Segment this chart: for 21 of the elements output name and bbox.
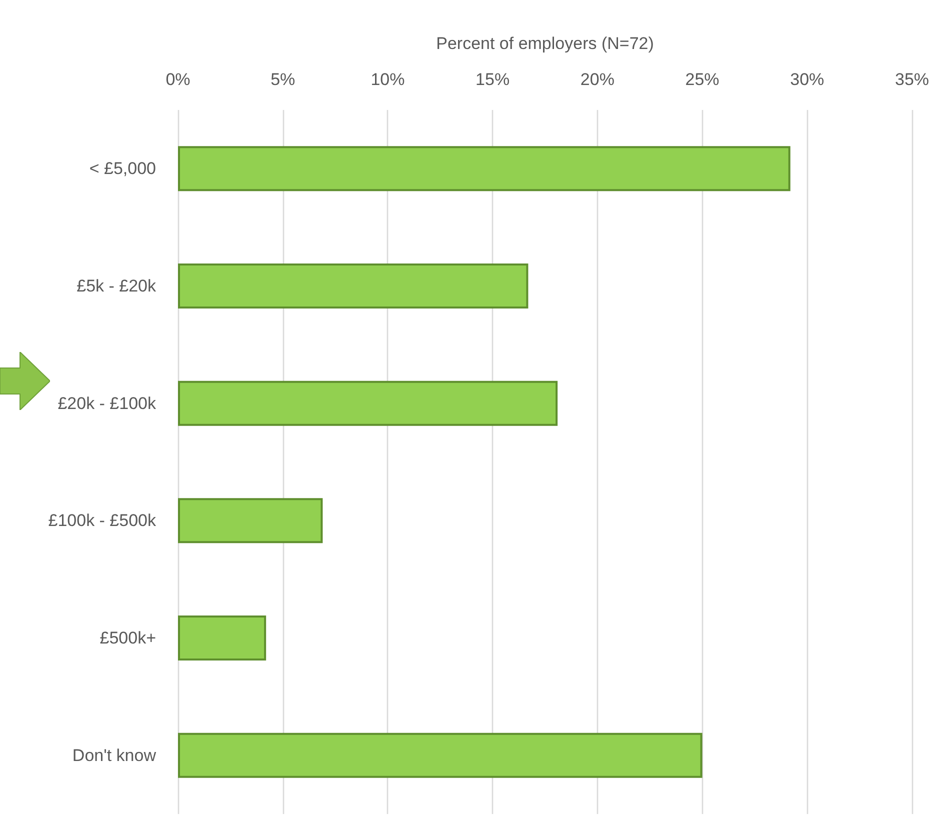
bar bbox=[178, 732, 702, 778]
x-tick-label: 5% bbox=[270, 70, 296, 89]
bar bbox=[178, 146, 790, 192]
x-tick-label: 10% bbox=[370, 70, 405, 89]
y-tick-label: £20k - £100k bbox=[58, 394, 156, 413]
y-tick-label: £5k - £20k bbox=[76, 276, 156, 296]
bar bbox=[178, 498, 323, 544]
x-tick-label: 25% bbox=[685, 70, 720, 89]
bar bbox=[178, 264, 528, 308]
y-tick-label: £100k - £500k bbox=[48, 511, 156, 530]
x-tick-label: 35% bbox=[894, 70, 930, 89]
bar bbox=[178, 380, 558, 426]
x-tick-label: 0% bbox=[166, 70, 190, 89]
x-axis-title: Percent of employers (N=72) bbox=[436, 34, 654, 53]
y-tick-label: Don't know bbox=[72, 746, 157, 765]
x-tick-label: 15% bbox=[476, 70, 510, 89]
x-tick-label: 20% bbox=[580, 70, 614, 89]
x-tick-label: 30% bbox=[790, 70, 824, 89]
bar bbox=[178, 616, 266, 660]
y-tick-label: < £5,000 bbox=[89, 159, 156, 178]
y-tick-label: £500k+ bbox=[100, 628, 156, 648]
